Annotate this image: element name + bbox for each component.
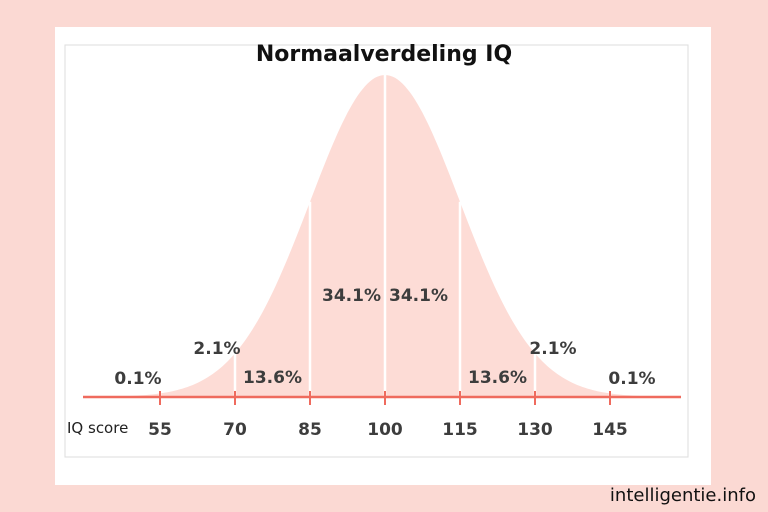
x-tick-label-115: 115 xyxy=(442,420,478,440)
site-watermark: intelligentie.info xyxy=(609,485,756,506)
region-percent-label: 34.1% xyxy=(389,286,448,306)
region-percent-label: 0.1% xyxy=(608,369,655,389)
bell-curve-area xyxy=(110,75,655,397)
x-tick-label-55: 55 xyxy=(148,420,172,440)
region-percent-label: 13.6% xyxy=(468,368,527,388)
chart-title: Normaalverdeling IQ xyxy=(256,42,512,67)
region-percent-label: 34.1% xyxy=(322,286,381,306)
normal-distribution-chart: Normaalverdeling IQ 55 70 85 100 115 130 145 0… xyxy=(64,42,689,458)
x-tick-label-70: 70 xyxy=(223,420,247,440)
x-tick-label-145: 145 xyxy=(592,420,628,440)
region-percent-label: 0.1% xyxy=(114,369,161,389)
x-tick-label-100: 100 xyxy=(367,420,403,440)
x-axis-label: IQ score xyxy=(67,419,128,437)
x-tick-label-130: 130 xyxy=(517,420,553,440)
region-percent-label: 13.6% xyxy=(243,368,302,388)
region-percent-label: 2.1% xyxy=(193,339,240,359)
chart-card: Normaalverdeling IQ 55 70 85 100 115 130 145 0… xyxy=(55,27,711,485)
x-tick-label-85: 85 xyxy=(298,420,322,440)
region-percent-label: 2.1% xyxy=(529,339,576,359)
plot-frame xyxy=(64,44,689,458)
